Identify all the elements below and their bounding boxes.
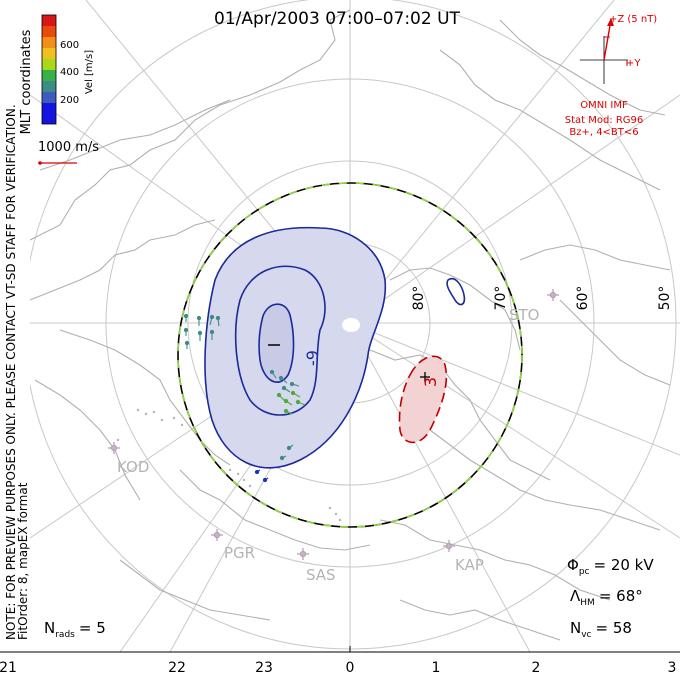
stat-n-rads: Nrads = 5 [44, 619, 106, 640]
coordinate-system-label: MLT coordinates [19, 29, 34, 134]
imf-dial: +Z (5 nT) +Y OMNI IMF Stat Mod: RG96 Bz+… [565, 14, 658, 138]
lat-label-50: 50° [657, 286, 673, 311]
station-marker-kap [443, 540, 455, 552]
station-label-sto: STO [509, 306, 540, 324]
mlt-tick-1: 1 [432, 660, 441, 674]
colorbar-tick-600: 600 [60, 40, 79, 51]
imf-condition-label: Bz+, 4<BT<6 [569, 127, 638, 138]
stat-model-label: Stat Mod: RG96 [565, 115, 644, 126]
imf-z-label: +Z (5 nT) [609, 14, 657, 25]
verification-note: NOTE: FOR PREVIEW PURPOSES ONLY. PLEASE … [4, 104, 18, 640]
fit-order-note: FitOrder: 8, mapEX format [16, 482, 30, 640]
velocity-scale: 1000 m/s [38, 140, 99, 165]
station-label-sas: SAS [306, 566, 336, 584]
station-label-kap: KAP [455, 556, 484, 574]
colorbar-swatch [42, 92, 56, 103]
colorbar-tick-200: 200 [60, 95, 79, 106]
station-marker-pgr [211, 529, 223, 541]
colorbar-unit-label: Vel [m/s] [84, 50, 95, 94]
imf-y-label: +Y [626, 58, 641, 69]
velocity-vectors [116, 313, 342, 522]
mlt-axis: 21 22 23 0 1 2 3 [0, 646, 680, 674]
lat-label-60: 60° [575, 286, 591, 311]
colorbar-swatch [42, 59, 56, 70]
mlt-tick-0: 0 [346, 660, 355, 674]
velocity-scale-label: 1000 m/s [38, 140, 99, 155]
mlt-tick-23: 23 [255, 660, 273, 674]
colorbar-swatch [42, 81, 56, 92]
radar-sites [108, 289, 559, 560]
positive-potential-cell [398, 355, 448, 444]
stat-phi-pc: Φpc = 20 kV [567, 556, 654, 577]
station-marker-sto [547, 289, 559, 301]
station-label-kod: KOD [117, 458, 149, 476]
coastlines [30, 9, 671, 641]
stat-lambda-hm: ΛHM = 68° [570, 587, 643, 608]
station-label-pgr: PGR [224, 544, 255, 562]
stat-n-vc: Nvc = 58 [570, 619, 632, 640]
lat-label-80: 80° [411, 286, 427, 311]
hm-boundary [177, 182, 523, 528]
colorbar-swatch [42, 37, 56, 48]
contour-label-negative: -9 [303, 350, 322, 366]
colorbar-swatch [42, 70, 56, 81]
imf-source-label: OMNI IMF [580, 100, 628, 111]
stats-panel: Φpc = 20 kV ΛHM = 68° Nvc = 58 Nrads = 5 [44, 556, 654, 640]
map-title: 01/Apr/2003 07:00–07:02 UT [214, 9, 460, 29]
contour-label-positive: 3 [421, 377, 440, 387]
mlt-tick-2: 2 [532, 660, 541, 674]
mlt-tick-21: 21 [0, 660, 17, 674]
station-marker-kod [108, 442, 120, 454]
colorbar-swatch [42, 15, 56, 26]
velocity-colorbar: 600 400 200 Vel [m/s] [41, 14, 95, 125]
colorbar-swatch [42, 103, 56, 124]
colorbar-swatch [42, 48, 56, 59]
station-marker-sas [297, 548, 309, 560]
negative-potential-cell [204, 226, 466, 469]
colorbar-swatch [42, 26, 56, 37]
colorbar-tick-400: 400 [60, 67, 79, 78]
lat-label-70: 70° [493, 286, 509, 311]
mlt-tick-3: 3 [668, 660, 677, 674]
mlt-tick-22: 22 [168, 660, 186, 674]
